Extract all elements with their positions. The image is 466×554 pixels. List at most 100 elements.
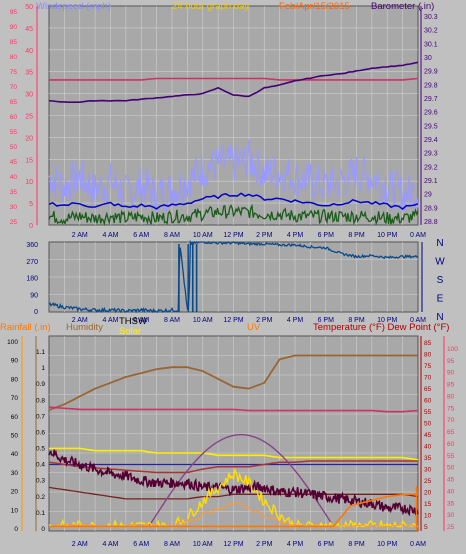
uv-label: UV [247,322,261,333]
temp-axis-tick: 50 [10,144,18,151]
temp-axis-tick: 75 [10,69,18,76]
barometer-axis-tick: 29.8 [424,82,438,89]
x-tick-label: 2 PM [256,541,273,548]
humidity-axis-tick: 30 [11,470,19,477]
wind-low-series [48,203,419,227]
temperature-axis-tick: 50 [424,421,432,428]
direction-axis-tick: 90 [30,292,38,299]
temperature-axis-tick: 80 [424,352,432,359]
temperature-axis-tick: 30 [424,467,432,474]
temp-axis-tick: 55 [10,129,18,136]
dewpoint-axis-tick: 75 [447,405,455,412]
x-tick-label: 10 PM [377,317,397,324]
period-label: 24 hour graph day [172,1,249,12]
barometer-axis-tick: 30.3 [424,14,438,21]
wind-axis-tick: 25 [25,114,33,121]
dewpoint-axis-tick: 85 [447,382,455,389]
x-tick-label: 2 PM [256,232,273,239]
dewpoint-axis-tick: 55 [447,453,455,460]
outdoor-temp-detail-series [48,449,419,518]
rainfall-axis-tick: 0.8 [36,397,45,404]
temp-axis-tick: 65 [10,99,18,106]
temperature-dewpoint-label: Temperature (°F) Dew Point (°F) [313,322,449,333]
temperature-axis-tick: 65 [424,386,432,393]
x-tick-label: 6 AM [133,232,149,239]
x-tick-label: 8 PM [348,541,365,548]
temp-axis-tick: 30 [10,204,18,211]
x-tick-label: 6 PM [318,232,335,239]
x-tick-label: 10 AM [193,317,213,324]
dewpoint-axis-tick: 100 [447,346,458,353]
barometer-axis-tick: 30 [424,55,432,62]
temp-axis-tick: 80 [10,54,18,61]
rainfall-label: Rainfall (.in) [0,322,51,333]
humidity-axis-tick: 70 [11,395,19,402]
x-tick-label: 4 AM [103,232,119,239]
barometer-axis-tick: 29.5 [424,123,438,130]
dewpoint-axis-tick: 65 [447,429,455,436]
barometer-axis-tick: 29.1 [424,178,438,185]
thsw-label: THSW [119,316,147,327]
x-tick-label: 0 AM [410,232,426,239]
dewpoint-axis-tick: 35 [447,500,455,507]
dewpoint-axis-tick: 60 [447,441,455,448]
wind-axis-tick: 15 [25,157,33,164]
barometer-axis-tick: 29.3 [424,151,438,158]
wind-average-series [48,192,419,210]
temperature-axis-tick: 35 [424,455,432,462]
rainfall-axis-tick: 0.2 [36,494,45,501]
x-tick-label: 4 PM [287,541,304,548]
x-tick-label: 6 PM [318,541,335,548]
x-tick-label: 8 PM [348,317,365,324]
barometer-axis-tick: 29.4 [424,137,438,144]
temp-axis-tick: 35 [10,189,18,196]
barometer-axis-tick: 29.9 [424,69,438,76]
x-tick-label: 10 PM [377,541,397,548]
barometer-axis-tick: 29.2 [424,164,438,171]
x-tick-label: 8 AM [164,541,180,548]
temp-axis-tick: 70 [10,84,18,91]
wind-axis-tick: 40 [25,48,33,55]
x-tick-label: 4 PM [287,317,304,324]
humidity-axis-tick: 10 [11,507,19,514]
temp-axis-tick: 60 [10,114,18,121]
humidity-label: Humidity [66,322,103,333]
x-tick-label: 2 PM [256,317,273,324]
x-tick-label: 4 AM [103,541,119,548]
x-tick-label: 10 PM [377,232,397,239]
temp-axis-tick: 85 [10,39,18,46]
x-tick-label: 12 PM [223,541,243,548]
wind-axis-tick: 50 [25,4,33,11]
humidity-axis-tick: 60 [11,414,19,421]
barometer-axis-tick: 28.8 [424,219,438,226]
temperature-axis-tick: 85 [424,340,432,347]
heat-index-series [48,486,419,500]
temperature-f--series [48,406,419,413]
date-label: Feb/Apr/15/2015 [279,1,350,12]
humidity-axis-tick: 100 [7,339,18,346]
dewpoint-axis-tick: 80 [447,393,455,400]
temperature-axis-tick: 25 [424,478,432,485]
x-tick-label: 4 PM [287,232,304,239]
temperature-axis-tick: 40 [424,444,432,451]
temp-axis-tick: 40 [10,174,18,181]
x-tick-label: 6 PM [318,317,335,324]
barometer-axis-tick: 29.7 [424,96,438,103]
rainfall-series [49,493,418,528]
dewpoint-axis-tick: 90 [447,370,455,377]
direction-axis-tick: 0 [34,309,38,316]
dewpoint-axis-tick: 45 [447,477,455,484]
temperature-axis-tick: 20 [424,490,432,497]
direction-axis-tick: 270 [26,259,38,266]
rainfall-axis-tick: 0.5 [36,446,45,453]
compass-label: W [435,257,445,268]
humidity-series [48,354,418,411]
temperature-axis-tick: 45 [424,432,432,439]
solar-series [49,447,419,461]
compass-label: N [436,238,443,249]
dewpoint-axis-tick: 40 [447,488,455,495]
rainfall-axis-tick: 0.6 [36,429,45,436]
dewpoint-axis-tick: 30 [447,512,455,519]
temperature-series [49,77,419,81]
barometer-axis-tick: 29.6 [424,110,438,117]
